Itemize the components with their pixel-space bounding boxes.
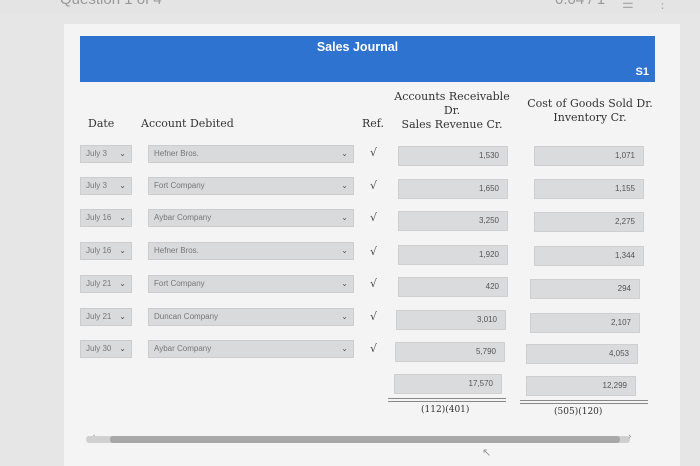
ref-check: √ <box>370 277 378 290</box>
account-value: Fort Company <box>154 181 205 190</box>
date-value: July 30 <box>86 344 112 353</box>
scrollbar-thumb[interactable] <box>110 436 620 443</box>
date-value: July 3 <box>86 181 107 190</box>
chevron-down-icon: ⌄ <box>119 344 126 353</box>
account-value: Aybar Company <box>154 344 212 353</box>
journal-title: Sales Journal <box>316 40 399 54</box>
ref-check: √ <box>370 245 378 258</box>
cogs-input[interactable]: 1,071 <box>534 146 644 166</box>
ref-check: √ <box>370 146 378 159</box>
account-value: Hefner Bros. <box>154 149 199 158</box>
chevron-down-icon: ⌄ <box>119 279 126 288</box>
ar-posting-accounts: (112)(401) <box>421 405 470 415</box>
top-bar: Question 1 of 4 0.04 / 1 ☰ ⋮ <box>0 0 700 14</box>
ar-total-double-underline <box>388 401 506 402</box>
chevron-down-icon: ⌄ <box>119 312 126 321</box>
account-select[interactable]: Fort Company ⌄ <box>148 275 354 293</box>
account-select[interactable]: Fort Company ⌄ <box>148 177 354 195</box>
chevron-down-icon: ⌄ <box>341 312 348 321</box>
ref-check: √ <box>370 342 378 355</box>
more-vertical-icon[interactable]: ⋮ <box>656 0 669 11</box>
chevron-down-icon: ⌄ <box>119 149 126 158</box>
journal-page-label: S1 <box>635 66 649 78</box>
header-ref: Ref. <box>362 117 384 130</box>
date-select[interactable]: July 16 ⌄ <box>80 242 132 260</box>
ref-check: √ <box>370 310 378 323</box>
chevron-down-icon: ⌄ <box>119 246 126 255</box>
cogs-total-double-underline <box>520 403 648 404</box>
date-select[interactable]: July 21 ⌄ <box>80 308 132 326</box>
chevron-down-icon: ⌄ <box>341 344 348 353</box>
account-select[interactable]: Hefner Bros. ⌄ <box>148 242 354 260</box>
header-ar-line3: Sales Revenue Cr. <box>401 118 503 131</box>
ar-input[interactable]: 5,790 <box>395 342 505 362</box>
date-value: July 16 <box>86 213 112 222</box>
timer-text: 0.04 / 1 <box>555 0 605 8</box>
question-label: Question 1 of 4 <box>60 0 162 8</box>
date-select[interactable]: July 30 ⌄ <box>80 340 132 358</box>
header-accounts-receivable: Accounts Receivable Dr. Sales Revenue Cr… <box>390 90 514 132</box>
ar-input[interactable]: 1,650 <box>398 179 508 199</box>
date-value: July 21 <box>86 312 112 321</box>
date-select[interactable]: July 3 ⌄ <box>80 177 132 195</box>
ar-total-underline <box>388 398 506 399</box>
date-value: July 3 <box>86 149 107 158</box>
cogs-input[interactable]: 2,275 <box>534 212 644 232</box>
chevron-down-icon: ⌄ <box>119 213 126 222</box>
header-cogs-line2: Inventory Cr. <box>553 111 627 124</box>
account-select[interactable]: Aybar Company ⌄ <box>148 340 354 358</box>
cogs-input[interactable]: 4,053 <box>526 344 638 364</box>
ar-input[interactable]: 420 <box>398 277 508 297</box>
header-ar-line1: Accounts Receivable <box>394 90 510 103</box>
date-select[interactable]: July 16 ⌄ <box>80 209 132 227</box>
cogs-input[interactable]: 1,155 <box>534 179 644 199</box>
account-value: Aybar Company <box>154 213 212 222</box>
cogs-total-input[interactable]: 12,299 <box>526 376 636 396</box>
ref-check: √ <box>370 179 378 192</box>
ar-input[interactable]: 1,920 <box>398 245 508 265</box>
cogs-input[interactable]: 294 <box>530 279 640 299</box>
header-ar-line2: Dr. <box>443 104 461 117</box>
chevron-down-icon: ⌄ <box>341 213 348 222</box>
header-date: Date <box>88 117 115 130</box>
chevron-down-icon: ⌄ <box>341 246 348 255</box>
header-cost-of-goods-sold: Cost of Goods Sold Dr. Inventory Cr. <box>524 97 656 125</box>
account-value: Fort Company <box>154 279 205 288</box>
date-value: July 21 <box>86 279 112 288</box>
account-value: Duncan Company <box>154 312 219 321</box>
account-select[interactable]: Aybar Company ⌄ <box>148 209 354 227</box>
chevron-down-icon: ⌄ <box>341 279 348 288</box>
date-select[interactable]: July 3 ⌄ <box>80 145 132 163</box>
ar-total-input[interactable]: 17,570 <box>394 374 502 394</box>
chevron-down-icon: ⌄ <box>119 181 126 190</box>
chevron-down-icon: ⌄ <box>341 149 348 158</box>
ar-input[interactable]: 1,530 <box>398 146 508 166</box>
cogs-input[interactable]: 1,344 <box>534 246 644 266</box>
ar-input[interactable]: 3,250 <box>398 211 508 231</box>
cogs-input[interactable]: 2,107 <box>530 313 640 333</box>
journal-banner: Sales Journal S1 <box>80 36 655 82</box>
header-cogs-line1: Cost of Goods Sold Dr. <box>527 97 653 110</box>
list-icon[interactable]: ☰ <box>622 0 634 11</box>
account-value: Hefner Bros. <box>154 246 199 255</box>
arrow-right-icon[interactable]: › <box>628 432 632 442</box>
ar-input[interactable]: 3,010 <box>396 310 506 330</box>
cogs-total-underline <box>520 400 648 401</box>
account-select[interactable]: Duncan Company ⌄ <box>148 308 354 326</box>
chevron-down-icon: ⌄ <box>341 181 348 190</box>
cogs-posting-accounts: (505)(120) <box>554 407 603 417</box>
account-select[interactable]: Hefner Bros. ⌄ <box>148 145 354 163</box>
date-select[interactable]: July 21 ⌄ <box>80 275 132 293</box>
pointer-cursor-icon: ↖ <box>482 446 492 459</box>
ref-check: √ <box>370 211 378 224</box>
header-account-debited: Account Debited <box>141 117 234 130</box>
date-value: July 16 <box>86 246 112 255</box>
